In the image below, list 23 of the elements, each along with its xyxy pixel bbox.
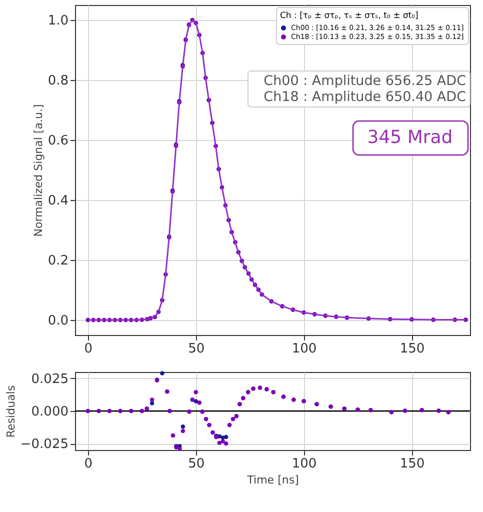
y-tick-label: 0.2 xyxy=(48,254,68,268)
x-axis-title: Time [ns] xyxy=(246,474,299,486)
x-tick-label: 100 xyxy=(292,456,317,472)
y-tick-label: 0.6 xyxy=(48,134,68,148)
y-tick-label: 0.0 xyxy=(48,314,68,328)
y-tick-label: −0.025 xyxy=(20,437,68,452)
y-tick-label: 1.0 xyxy=(48,14,68,28)
y-axis-title: Normalized Signal [a.u.] xyxy=(32,104,45,237)
y-tick-label: 0.025 xyxy=(31,372,68,387)
x-tick-label: 50 xyxy=(188,342,205,356)
x-tick-label: 150 xyxy=(400,456,425,472)
x-tick-label: 0 xyxy=(84,342,93,356)
y-axis-title: Residuals xyxy=(4,385,18,438)
annotation: 345 Mrad xyxy=(367,127,453,148)
y-tick-label: 0.8 xyxy=(48,74,68,88)
annotation: Ch00 : Amplitude 656.25 ADC Ch18 : Amplitude 650.40 ADC xyxy=(264,73,466,105)
y-tick-label: 0.4 xyxy=(48,194,68,208)
x-tick-label: 50 xyxy=(188,456,205,472)
x-tick-label: 100 xyxy=(292,342,317,356)
legend-title: Ch : [τₚ ± στₚ, τₛ ± στₛ, t₀ ± σt₀] xyxy=(280,11,418,21)
x-tick-label: 150 xyxy=(400,342,425,356)
x-tick-label: 0 xyxy=(84,456,93,472)
y-tick-label: 0.000 xyxy=(31,404,68,420)
